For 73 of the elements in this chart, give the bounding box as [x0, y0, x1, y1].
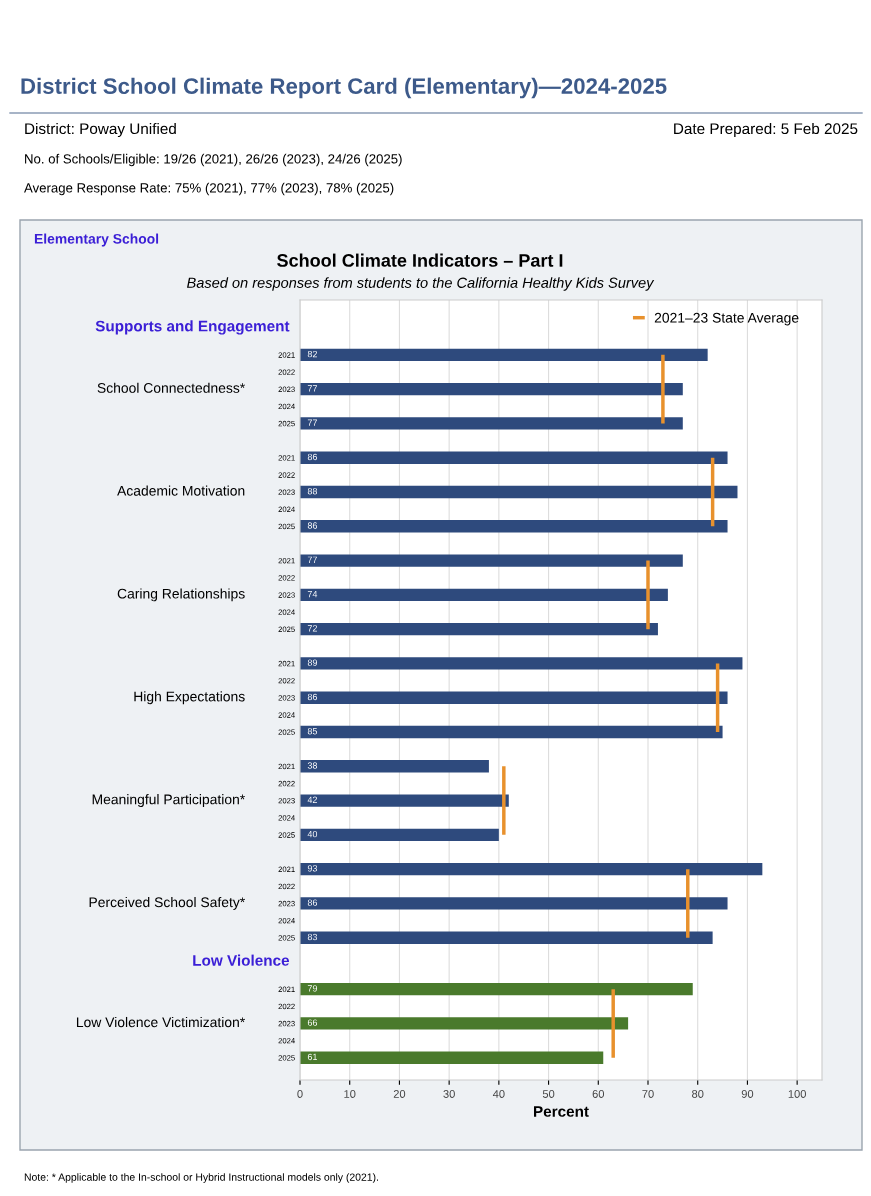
bar	[300, 451, 728, 464]
bar	[300, 691, 728, 704]
text: Elementary School	[34, 233, 159, 247]
bar	[300, 760, 489, 773]
data-label: 86	[307, 693, 318, 701]
text: Note: * Applicable to the In-school or Hybrid Instructional models only (2021).	[24, 1173, 378, 1183]
x-axis-title: Percent	[534, 1106, 589, 1117]
bar	[300, 520, 728, 533]
text: Date Prepared: 5 Feb 2025	[674, 122, 858, 138]
x-tick-label: 80	[692, 1090, 704, 1098]
chart-subtitle: Based on responses from students to the California Healthy Kids Survey	[187, 277, 655, 291]
text: No. of Schools/Eligible: 19/26 (2021), 26/26 (2023), 24/26 (2025)	[25, 153, 402, 167]
data-label: 77	[307, 385, 317, 392]
data-label: 77	[307, 556, 317, 563]
data-label: 66	[307, 1019, 318, 1026]
data-label: 83	[307, 933, 318, 941]
data-label: 86	[307, 899, 318, 906]
bar	[300, 485, 738, 499]
bar	[300, 931, 713, 944]
text: Low Violence	[193, 954, 290, 966]
text: Academic Motivation	[117, 485, 245, 496]
bar	[300, 982, 693, 996]
bar	[300, 828, 499, 842]
data-label: 74	[307, 590, 318, 598]
text: Caring Relationships	[117, 588, 245, 602]
text: District: Poway Unified	[25, 122, 176, 138]
x-tick-label: 30	[443, 1090, 455, 1098]
data-label: 85	[307, 728, 318, 735]
data-label: 89	[307, 659, 318, 666]
text: Perceived School Safety*	[89, 896, 245, 910]
chart-title: School Climate Indicators – Part I	[277, 253, 563, 267]
x-tick-label: 40	[492, 1090, 505, 1098]
text: District School Climate Report Card (Elementary)—2024-2025	[21, 77, 667, 99]
text: Supports and Engagement	[95, 320, 290, 335]
text: Average Response Rate: 75% (2021), 77% (2023), 78% (2025)	[24, 182, 394, 196]
bar	[300, 897, 728, 910]
data-label: 86	[307, 522, 318, 529]
data-label: 40	[307, 830, 318, 838]
data-label: 77	[307, 419, 317, 426]
bar	[300, 382, 683, 396]
x-tick-label: 70	[642, 1090, 654, 1098]
data-label: 79	[307, 985, 318, 992]
data-label: 88	[307, 488, 318, 495]
bar	[300, 725, 723, 739]
bar	[300, 862, 763, 876]
bar	[300, 657, 743, 670]
text: School Connectedness*	[97, 382, 245, 393]
data-label: 93	[307, 865, 318, 872]
bar	[300, 417, 683, 430]
x-tick-label: 50	[542, 1090, 555, 1098]
data-label: 86	[307, 453, 318, 461]
x-tick-label: 60	[592, 1090, 605, 1098]
x-tick-label: 20	[393, 1090, 406, 1098]
bar	[300, 794, 509, 807]
text: Meaningful Participation*	[92, 794, 245, 808]
data-label: 82	[307, 350, 317, 358]
text: Low Violence Victimization*	[76, 1016, 245, 1028]
bar	[300, 1017, 629, 1030]
bar	[300, 1051, 604, 1064]
x-tick-label: 10	[344, 1090, 356, 1098]
bar	[300, 554, 683, 567]
bar	[300, 622, 658, 636]
x-tick-label: 90	[741, 1090, 754, 1098]
data-label: 61	[307, 1053, 318, 1061]
data-label: 42	[307, 796, 317, 803]
x-tick-label: 100	[788, 1090, 806, 1098]
bar	[300, 588, 668, 602]
data-label: 72	[307, 625, 317, 632]
text: High Expectations	[134, 691, 245, 705]
bar	[300, 348, 708, 362]
x-tick-label: 0	[297, 1090, 303, 1098]
data-label: 38	[307, 762, 318, 769]
legend-label: 2021–23 State Average	[654, 312, 799, 326]
